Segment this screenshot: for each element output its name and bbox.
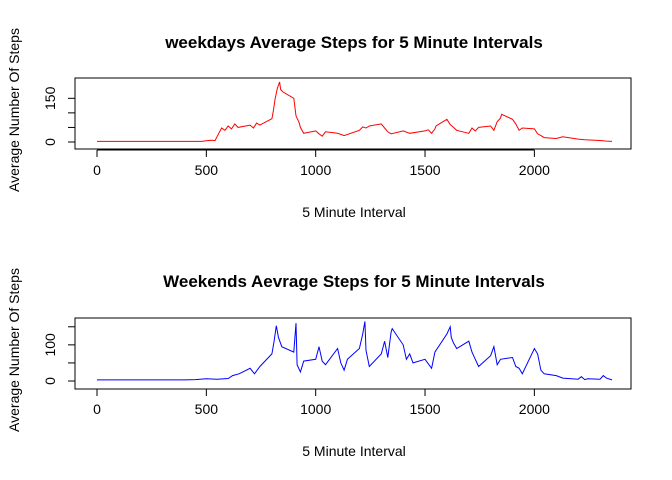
x-tick-label: 2000 <box>519 401 550 417</box>
weekdays-panel: weekdays Average Steps for 5 Minute Inte… <box>6 28 632 220</box>
y-axis: 0 100 <box>42 326 76 385</box>
x-tick-label: 1000 <box>300 401 331 417</box>
chart-title: weekdays Average Steps for 5 Minute Inte… <box>164 33 543 52</box>
plot-box <box>74 317 632 390</box>
y-axis-label: Average Number Of Steps <box>6 268 22 432</box>
series-group <box>97 81 613 142</box>
y-axis: 0 150 <box>42 86 76 146</box>
x-tick-label: 1500 <box>409 162 440 178</box>
x-axis-label: 5 Minute Interval <box>302 443 406 459</box>
x-tick-label: 1000 <box>300 162 331 178</box>
x-tick-label: 2000 <box>519 162 550 178</box>
x-axis: 0 500 1000 1500 2000 <box>93 149 550 178</box>
y-tick-label: 100 <box>42 333 58 357</box>
x-tick-label: 500 <box>195 401 219 417</box>
series-line <box>97 81 613 142</box>
x-axis: 0 500 1000 1500 2000 <box>93 388 550 417</box>
y-tick-label: 0 <box>42 138 58 146</box>
chart-title: Weekends Aevrage Steps for 5 Minute Inte… <box>163 272 545 291</box>
x-tick-label: 500 <box>195 162 219 178</box>
x-tick-label: 0 <box>93 401 101 417</box>
y-tick-label: 0 <box>42 377 58 385</box>
weekends-panel: Weekends Aevrage Steps for 5 Minute Inte… <box>6 268 632 459</box>
x-tick-label: 0 <box>93 162 101 178</box>
x-tick-label: 1500 <box>409 401 440 417</box>
series-line <box>97 321 613 381</box>
x-axis-label: 5 Minute Interval <box>302 204 406 220</box>
series-group <box>97 321 613 381</box>
y-axis-label: Average Number Of Steps <box>6 28 22 192</box>
y-tick-label: 150 <box>42 86 58 110</box>
